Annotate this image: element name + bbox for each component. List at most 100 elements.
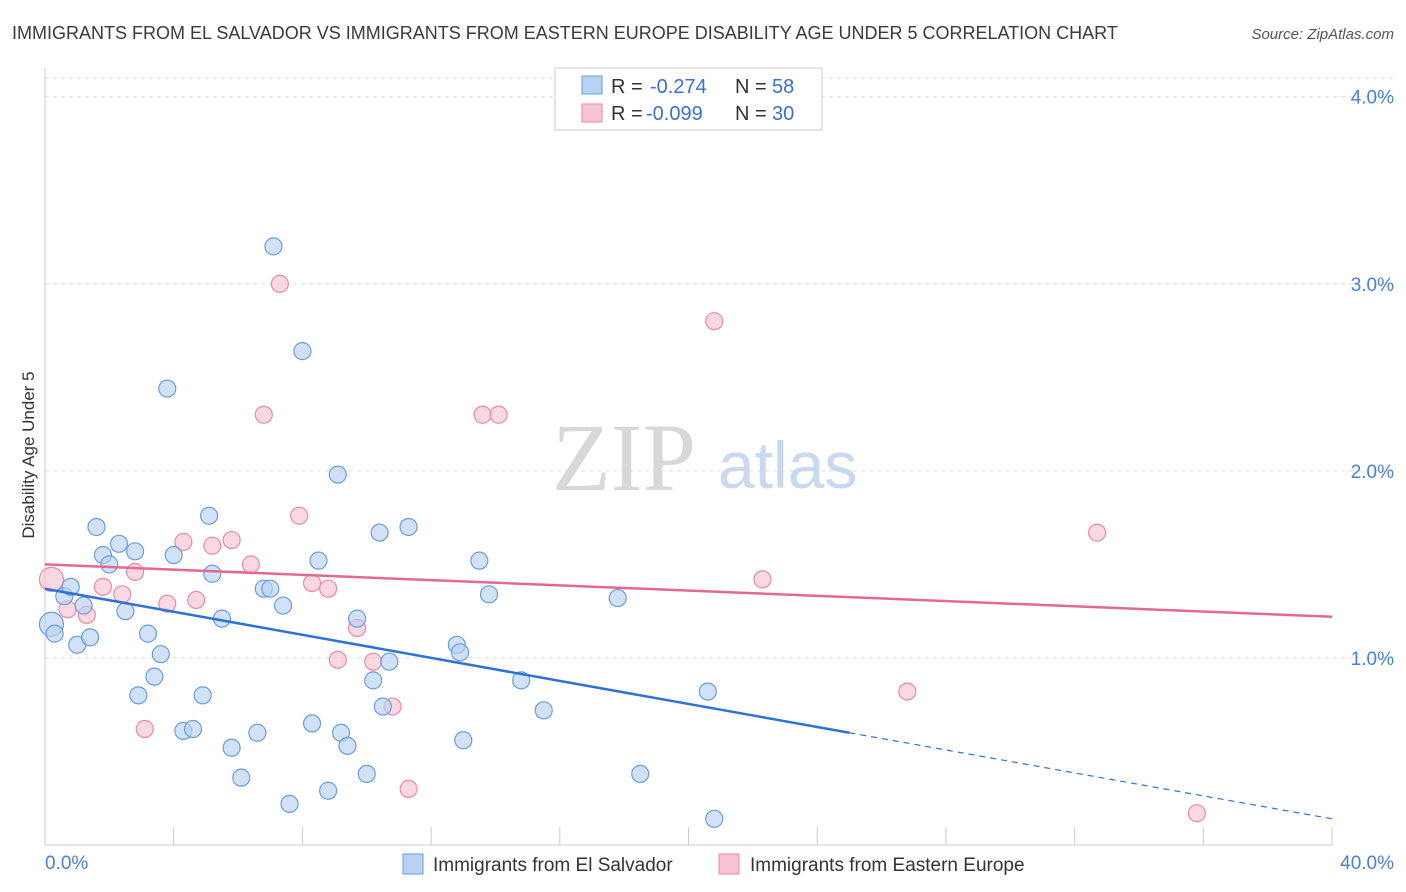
eastern-europe-trend-line <box>44 563 1333 619</box>
eastern-europe-point <box>753 570 772 589</box>
eastern-europe-point <box>135 719 154 739</box>
el-salvador-point <box>109 534 129 553</box>
watermark-atlas: atlas <box>718 428 857 502</box>
el-salvador-point <box>264 237 283 256</box>
el-salvador-point <box>183 719 203 739</box>
el-salvador-point <box>373 697 392 716</box>
y-tick-label: 2.0% <box>1351 462 1394 483</box>
el-salvador-point <box>232 768 251 787</box>
el-salvador-point <box>100 555 119 574</box>
eastern-europe-point <box>222 530 241 550</box>
y-tick-label: 4.0% <box>1351 88 1394 109</box>
x-tick-label-max: 40.0% <box>1340 853 1394 874</box>
el-salvador-point <box>338 736 357 755</box>
bottom-legend-swatch-eastern-europe <box>718 853 740 875</box>
eastern-europe-point <box>705 312 724 331</box>
data-points <box>38 237 1206 828</box>
eastern-europe-point <box>174 532 193 552</box>
chart-source: Source: ZipAtlas.com <box>1251 26 1394 43</box>
el-salvador-point <box>273 596 293 615</box>
el-salvador-point <box>698 682 717 701</box>
el-salvador-point <box>138 624 158 643</box>
eastern-europe-point <box>254 405 273 424</box>
el-salvador-point <box>302 714 322 733</box>
bottom-legend-swatch-el-salvador <box>402 853 424 875</box>
el-salvador-point <box>222 738 241 757</box>
eastern-europe-point <box>203 536 222 555</box>
legend-n-value-2: 30 <box>772 103 794 125</box>
el-salvador-point <box>454 731 473 750</box>
eastern-europe-point <box>328 650 347 669</box>
eastern-europe-point <box>489 405 508 424</box>
el-salvador-point <box>357 764 376 784</box>
el-salvador-point <box>151 645 170 664</box>
el-salvador-point <box>199 506 219 525</box>
eastern-europe-point <box>1187 804 1206 823</box>
eastern-europe-point <box>241 555 261 574</box>
el-salvador-point <box>125 542 145 561</box>
legend-r-label-2: R = <box>611 103 643 125</box>
el-salvador-point <box>608 588 627 608</box>
legend-r-label-1: R = <box>611 76 643 98</box>
stats-legend: R = -0.274 N = 58 R = -0.099 N = 30 <box>554 67 823 131</box>
el-salvador-point <box>280 794 299 813</box>
el-salvador-point <box>164 545 183 565</box>
el-salvador-point <box>380 652 399 671</box>
el-salvador-point <box>248 723 267 742</box>
el-salvador-point <box>261 579 280 598</box>
eastern-europe-point <box>302 573 322 593</box>
watermark-zip: ZIP <box>552 404 696 511</box>
eastern-europe-point <box>898 682 917 701</box>
trend-lines <box>44 563 1333 820</box>
x-axis-ticks <box>173 827 1333 845</box>
eastern-europe-point <box>270 274 289 293</box>
el-salvador-point <box>450 643 470 662</box>
chart-title: IMMIGRANTS FROM EL SALVADOR VS IMMIGRANT… <box>12 23 1118 43</box>
legend-swatch-eastern-europe <box>581 103 603 123</box>
eastern-europe-point <box>319 579 338 598</box>
el-salvador-point <box>74 596 93 615</box>
eastern-europe-point <box>158 594 177 613</box>
eastern-europe-point <box>399 779 418 798</box>
el-salvador-point <box>80 628 100 647</box>
legend-swatch-el-salvador <box>581 75 603 95</box>
el-salvador-point <box>370 523 389 542</box>
legend-n-label-2: N = <box>735 103 767 125</box>
legend-n-label-1: N = <box>735 76 767 98</box>
legend-n-value-1: 58 <box>772 76 794 98</box>
el-salvador-point <box>328 465 347 484</box>
bottom-legend-label-eastern-europe: Immigrants from Eastern Europe <box>750 855 1025 876</box>
series-legend: Immigrants from El Salvador Immigrants f… <box>402 853 1025 876</box>
eastern-europe-point <box>38 566 65 592</box>
eastern-europe-point <box>125 562 145 581</box>
el-salvador-point <box>203 564 222 583</box>
eastern-europe-point <box>93 577 113 596</box>
x-tick-label-min: 0.0% <box>45 853 88 874</box>
el-salvador-point <box>705 809 724 828</box>
eastern-europe-point <box>187 590 206 610</box>
el-salvador-point <box>479 585 499 604</box>
y-tick-label: 1.0% <box>1351 649 1394 670</box>
legend-r-value-2: -0.099 <box>646 103 703 125</box>
eastern-europe-point <box>473 405 492 424</box>
el-salvador-point <box>534 701 553 720</box>
el-salvador-point <box>45 624 64 643</box>
el-salvador-point <box>309 551 328 570</box>
y-tick-label: 3.0% <box>1351 275 1394 296</box>
el-salvador-point <box>129 686 148 705</box>
el-salvador-trend-extension <box>849 732 1333 820</box>
el-salvador-point <box>364 671 383 690</box>
el-salvador-point <box>145 667 164 686</box>
eastern-europe-point <box>364 652 383 671</box>
eastern-europe-point <box>290 506 309 525</box>
y-axis-title: Disability Age Under 5 <box>19 371 38 538</box>
el-salvador-trend-line <box>44 587 850 734</box>
el-salvador-point <box>87 517 106 537</box>
y-tick-labels: 1.0% 2.0% 3.0% 4.0% <box>1351 88 1394 670</box>
eastern-europe-point <box>1088 523 1107 542</box>
el-salvador-point <box>61 577 80 596</box>
legend-r-value-1: -0.274 <box>650 76 707 98</box>
el-salvador-point <box>193 686 212 705</box>
el-salvador-point <box>512 671 531 690</box>
el-salvador-point <box>158 379 177 398</box>
